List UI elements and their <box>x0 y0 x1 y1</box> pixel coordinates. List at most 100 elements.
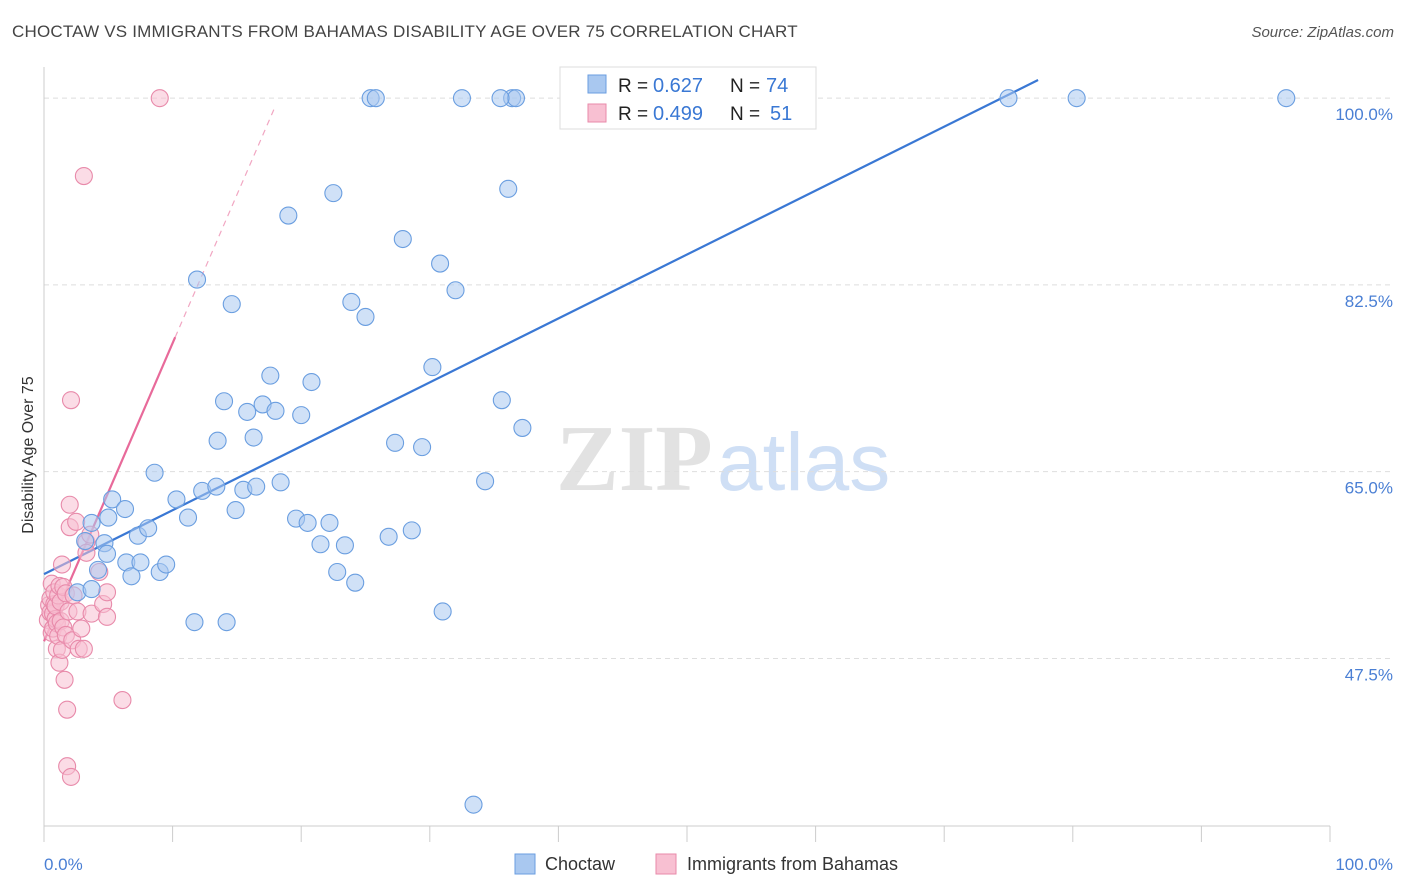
choctaw-point <box>99 508 118 527</box>
choctaw-point <box>167 490 186 509</box>
choctaw-point <box>244 428 263 447</box>
legend-r-value-choctaw: 0.627 <box>653 75 703 97</box>
choctaw-point <box>298 513 317 532</box>
choctaw-point <box>431 254 450 273</box>
bahamas-trend-extension <box>174 108 275 338</box>
choctaw-point <box>342 292 361 312</box>
bahamas-point <box>113 691 132 710</box>
choctaw-point <box>464 795 483 814</box>
grid-lines <box>44 97 1394 659</box>
y-tick-label: 82.5% <box>1345 292 1393 311</box>
bahamas-point <box>60 495 79 514</box>
choctaw-point <box>207 477 226 496</box>
choctaw-point <box>346 573 365 592</box>
legend-r-label-choctaw: R = <box>618 76 648 97</box>
choctaw-point <box>145 463 164 482</box>
choctaw-point <box>393 229 412 249</box>
choctaw-point <box>491 89 510 108</box>
choctaw-point <box>513 418 532 437</box>
choctaw-point <box>402 521 421 540</box>
choctaw-point <box>185 613 204 632</box>
bahamas-point <box>61 767 81 786</box>
bahamas-point <box>150 89 169 108</box>
choctaw-point <box>76 531 95 551</box>
choctaw-point <box>328 562 347 582</box>
choctaw-point <box>222 295 241 314</box>
choctaw-point <box>139 519 158 538</box>
choctaw-point <box>356 307 375 326</box>
chart-title: CHOCTAW VS IMMIGRANTS FROM BAHAMAS DISAB… <box>12 22 798 41</box>
bottom-legend-label-choctaw: Choctaw <box>545 854 616 874</box>
choctaw-point <box>379 527 398 546</box>
choctaw-point <box>271 473 290 492</box>
choctaw-point <box>82 513 101 532</box>
choctaw-point <box>413 438 432 457</box>
watermark-atlas: atlas <box>717 417 890 508</box>
bahamas-point <box>74 167 93 186</box>
bottom-legend-swatch-bahamas <box>655 853 677 875</box>
y-tick-label: 100.0% <box>1335 105 1393 124</box>
choctaw-point <box>88 560 108 579</box>
choctaw-point <box>178 508 198 527</box>
bahamas-point <box>61 391 81 410</box>
choctaw-point <box>247 477 266 496</box>
choctaw-point <box>157 555 176 574</box>
choctaw-point <box>446 281 465 300</box>
choctaw-point <box>292 406 311 425</box>
y-tick-label: 47.5% <box>1345 665 1393 684</box>
y-tick-label: 65.0% <box>1345 479 1393 498</box>
y-axis-title: Disability Age Over 75 <box>20 376 37 534</box>
trend-lines <box>42 79 1039 642</box>
bahamas-point <box>74 639 93 658</box>
bahamas-point <box>97 583 117 602</box>
choctaw-point <box>131 553 150 572</box>
choctaw-point <box>999 89 1018 108</box>
watermark-zip: ZIP <box>556 407 713 511</box>
choctaw-point <box>366 89 385 108</box>
choctaw-point <box>217 613 236 632</box>
axes <box>43 67 1331 842</box>
choctaw-point <box>208 431 227 450</box>
series-legend: Choctaw Immigrants from Bahamas <box>514 853 898 875</box>
legend-r-value-bahamas: 0.499 <box>653 103 703 125</box>
x-tick-label: 0.0% <box>44 855 83 874</box>
choctaw-point <box>238 402 257 421</box>
choctaw-point <box>266 401 285 420</box>
legend-n-label-bahamas: N = <box>730 104 760 125</box>
bahamas-point <box>52 555 72 574</box>
bahamas-point <box>72 619 91 638</box>
choctaw-point <box>320 513 339 532</box>
choctaw-point <box>423 358 442 377</box>
choctaw-point <box>452 89 472 108</box>
bahamas-point <box>67 512 86 531</box>
choctaw-point <box>214 392 234 411</box>
choctaw-point <box>433 602 452 621</box>
legend-swatch-choctaw <box>587 74 607 94</box>
choctaw-point <box>115 499 135 519</box>
bahamas-point <box>58 700 77 719</box>
choctaw-point <box>492 391 511 410</box>
choctaw-point <box>279 206 298 225</box>
choctaw-point <box>302 372 321 392</box>
y-tick-labels: 47.5% 65.0% 82.5% 100.0% <box>1335 105 1393 684</box>
bahamas-point <box>97 607 117 626</box>
bottom-legend-label-bahamas: Immigrants from Bahamas <box>687 854 898 874</box>
choctaw-point <box>103 490 122 509</box>
x-tick-labels: 0.0% 100.0% <box>44 855 1393 874</box>
stats-legend: R = 0.627 N = 74 R = 0.499 N = 51 <box>559 66 817 130</box>
choctaw-point <box>311 535 330 554</box>
legend-n-value-choctaw: 74 <box>766 75 788 97</box>
choctaw-point <box>324 184 343 203</box>
chart-source: Source: ZipAtlas.com <box>1251 24 1394 41</box>
choctaw-point <box>476 472 495 491</box>
bahamas-point <box>55 670 74 689</box>
legend-n-label-choctaw: N = <box>730 76 760 97</box>
x-tick-label: 100.0% <box>1335 855 1393 874</box>
choctaw-point <box>335 536 354 555</box>
legend-n-value-bahamas: 51 <box>770 103 792 125</box>
choctaw-point <box>82 580 101 599</box>
choctaw-point <box>122 567 141 586</box>
bottom-legend-swatch-choctaw <box>514 853 536 875</box>
watermark: ZIP atlas <box>556 407 890 511</box>
